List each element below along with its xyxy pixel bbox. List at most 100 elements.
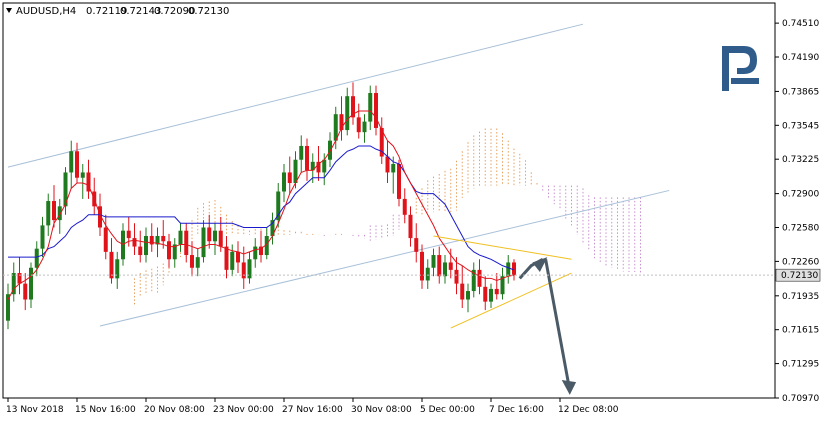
candle-body (63, 172, 68, 207)
candle-body (443, 262, 447, 277)
candle-body (322, 159, 327, 173)
candle-body (178, 230, 183, 245)
kijun-line (8, 145, 515, 271)
candle-body (34, 248, 39, 268)
y-tick-label: 0.71615 (782, 326, 819, 336)
channel-upper-line (7, 23, 584, 168)
y-tick-label: 0.72260 (782, 257, 819, 267)
candle-body (494, 288, 499, 295)
candle-body (17, 273, 22, 284)
candle-body (282, 172, 286, 192)
candle-body (144, 235, 148, 256)
candle-body (172, 244, 177, 260)
candle-body (230, 251, 235, 270)
candle-body (224, 246, 229, 270)
header-close: 0.72130 (188, 6, 229, 17)
candle-body (126, 230, 131, 239)
candle-body (379, 127, 384, 157)
candle-body (109, 251, 114, 279)
candle-body (190, 255, 194, 268)
candle-body (11, 273, 16, 295)
candle-body (397, 163, 401, 199)
candle-body (333, 114, 338, 141)
dropdown-triangle-icon[interactable] (6, 8, 12, 13)
candle-body (167, 241, 171, 260)
candle-body (374, 93, 378, 128)
triangle-upper-line (433, 235, 572, 260)
candle-body (454, 269, 459, 284)
candle-body (316, 161, 321, 173)
candle-body (339, 114, 344, 131)
y-tick-label: 0.72900 (782, 190, 819, 200)
candle-body (483, 286, 488, 302)
y-tick-label: 0.73225 (782, 155, 819, 165)
x-tick-label: 5 Dec 00:00 (420, 405, 475, 415)
candle-body (6, 294, 10, 321)
y-tick-label: 0.71935 (782, 292, 819, 302)
candle-body (425, 267, 430, 281)
forecast-arrow-down (544, 259, 571, 385)
x-tick-label: 23 Nov 00:00 (213, 405, 274, 415)
trend-channel (7, 23, 670, 327)
tenkan-line (7, 110, 515, 300)
candle-body (236, 251, 240, 263)
candle-body (132, 238, 137, 247)
triangle-lower-line (450, 272, 572, 329)
candle-body (460, 283, 465, 300)
x-tick-label: 20 Nov 08:00 (144, 405, 205, 415)
channel-lower-line (99, 189, 670, 327)
current-price-label: 0.72130 (781, 271, 818, 281)
candle-body (276, 191, 281, 221)
candle-body (356, 117, 361, 133)
triangle-pattern (433, 235, 577, 395)
candle-body (512, 262, 516, 276)
candle-body (149, 235, 154, 245)
indicator-lines (7, 110, 515, 300)
candle-body (431, 255, 436, 268)
candle-body (414, 238, 419, 252)
candle-body (52, 201, 56, 221)
y-tick-label: 0.70970 (782, 394, 819, 404)
y-tick-label: 0.71295 (782, 360, 819, 370)
candle-body (328, 140, 332, 160)
candle-body (299, 145, 304, 160)
axes: 0.74510 0.74190 0.73865 0.73545 0.73225 0.729… (3, 19, 821, 415)
plot-area[interactable] (2, 2, 776, 399)
candle-body (80, 172, 85, 178)
candle-body (69, 151, 74, 173)
candle-body (241, 262, 246, 279)
candle-body (155, 235, 160, 245)
header-low: 0.72090 (154, 6, 195, 17)
header-open: 0.72119 (86, 6, 127, 17)
candle-body (98, 206, 102, 228)
candle-body (506, 262, 511, 277)
x-tick-label: 30 Nov 08:00 (351, 405, 412, 415)
y-tick-label: 0.73545 (782, 121, 819, 131)
candle-body (29, 267, 33, 300)
candle-body (287, 172, 292, 184)
candle-body (477, 269, 482, 287)
candle-body (391, 163, 396, 173)
candles (6, 82, 516, 330)
candle-body (402, 198, 407, 215)
candle-body (195, 257, 200, 268)
candle-body (362, 121, 367, 133)
candle-body (40, 225, 45, 249)
x-tick-label: 27 Nov 16:00 (282, 405, 343, 415)
header-high: 0.72143 (120, 6, 161, 17)
candle-body (310, 161, 315, 171)
candle-body (471, 269, 476, 292)
arrow-head-icon (561, 379, 577, 395)
candle-body (103, 227, 108, 252)
candle-body (466, 291, 470, 300)
candle-body (420, 251, 424, 281)
candle-body (213, 230, 217, 242)
candle-body (437, 255, 442, 277)
candle-body (138, 246, 143, 256)
x-tick-label: 15 Nov 16:00 (75, 405, 136, 415)
x-tick-label: 12 Dec 08:00 (558, 405, 619, 415)
candle-body (207, 227, 212, 242)
arrow-head-icon (532, 257, 548, 272)
